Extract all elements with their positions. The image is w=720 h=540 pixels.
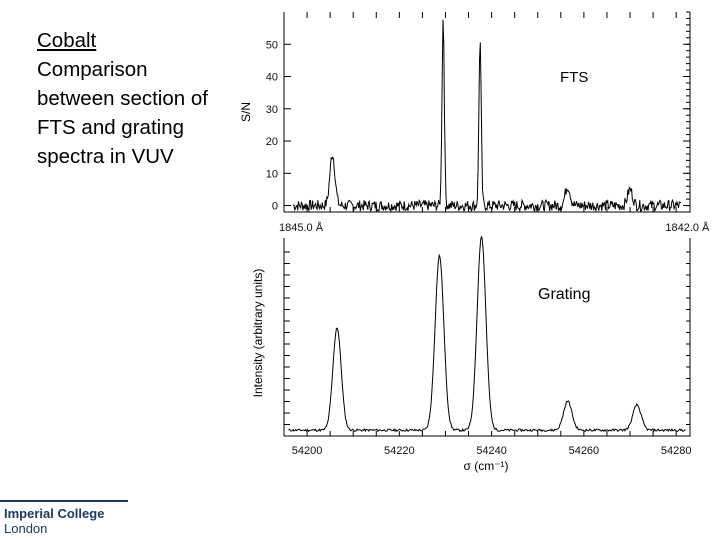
title-line: spectra in VUV bbox=[37, 145, 174, 168]
fts-x-label-right: 1842.0 Å bbox=[665, 221, 710, 234]
fts-axis-ticks bbox=[284, 11, 690, 213]
grating-ylabel: Intensity (arbitrary units) bbox=[251, 269, 265, 398]
fts-ytick-label: 0 bbox=[272, 201, 278, 213]
grating-axis-ticks bbox=[284, 251, 690, 437]
fts-x-label-left: 1845.0 Å bbox=[279, 221, 324, 234]
title-line: Comparison bbox=[37, 58, 148, 81]
grating-frame bbox=[283, 238, 691, 437]
fts-panel: FTS S/N 0 10 20 30 40 50 1845.0 Å 1842.0 Å bbox=[239, 11, 710, 234]
grating-xtick-labels: 54200 54220 54240 54260 54280 bbox=[292, 445, 692, 457]
slide-title: Cobalt Comparison between section of FTS… bbox=[37, 26, 252, 171]
grating-xtick-label: 54240 bbox=[476, 445, 507, 457]
fts-ytick-label: 20 bbox=[266, 136, 278, 148]
fts-spectrum-line bbox=[292, 19, 682, 213]
title-line: between section of bbox=[37, 87, 208, 110]
grating-spectrum-line bbox=[288, 236, 686, 433]
grating-xtick-label: 54280 bbox=[661, 445, 692, 457]
title-line: Cobalt bbox=[37, 29, 97, 52]
fts-annotation: FTS bbox=[560, 69, 588, 86]
logo-rule bbox=[0, 500, 128, 502]
grating-xtick-label: 54260 bbox=[569, 445, 600, 457]
fts-ytick-label: 10 bbox=[266, 168, 278, 180]
fts-ytick-labels: 0 10 20 30 40 50 bbox=[266, 39, 278, 212]
grating-xtick-label: 54200 bbox=[292, 445, 323, 457]
fts-ytick-label: 30 bbox=[266, 104, 278, 116]
grating-panel: Grating Intensity (arbitrary units) 5420… bbox=[251, 236, 691, 473]
fts-frame bbox=[283, 12, 691, 213]
grating-xtick-label: 54220 bbox=[384, 445, 415, 457]
title-line: FTS and grating bbox=[37, 116, 184, 139]
logo-line-1: Imperial College bbox=[4, 506, 105, 521]
grating-xlabel: σ (cm⁻¹) bbox=[463, 459, 508, 473]
grating-annotation: Grating bbox=[538, 286, 590, 303]
imperial-college-logo: Imperial College London bbox=[4, 506, 104, 536]
fts-ytick-label: 40 bbox=[266, 72, 278, 84]
fts-ytick-label: 50 bbox=[266, 39, 278, 51]
fts-ylabel: S/N bbox=[239, 102, 253, 122]
logo-line-2: London bbox=[4, 521, 48, 536]
